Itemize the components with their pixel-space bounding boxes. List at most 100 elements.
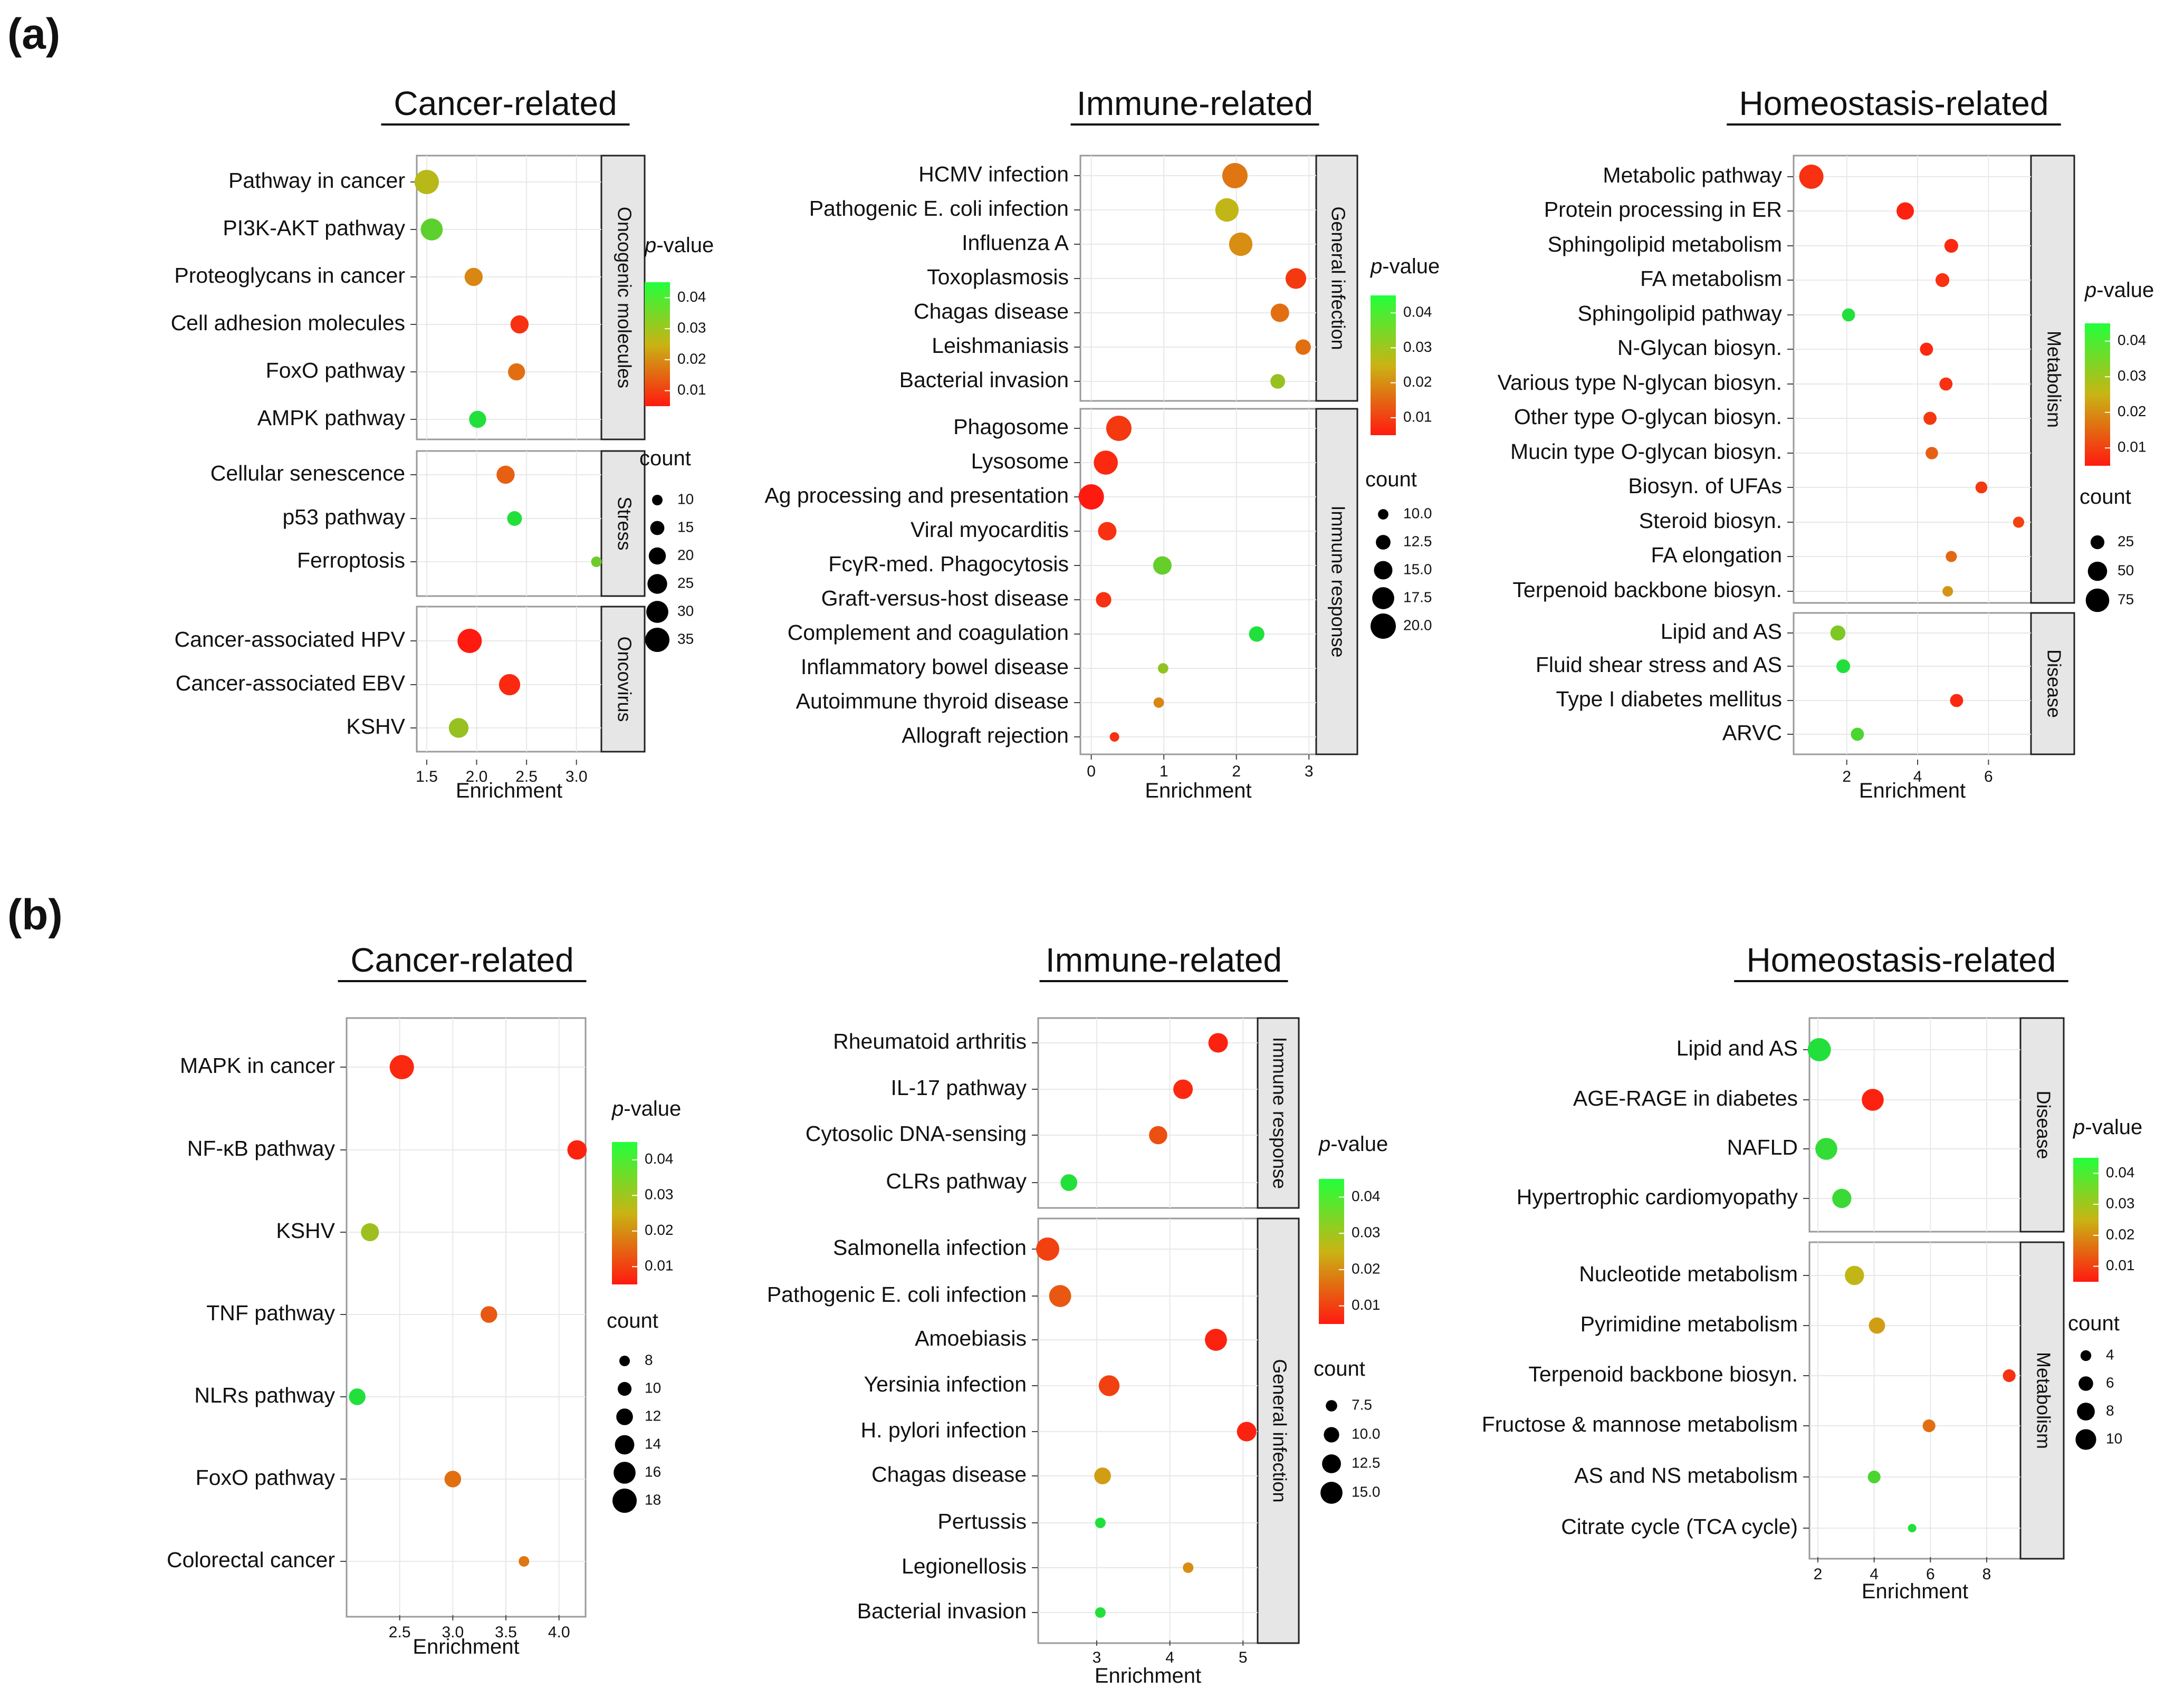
chart-title: Immune-related [1077, 84, 1313, 122]
category-label: H. pylori infection [861, 1418, 1027, 1442]
count-legend-dot [1326, 1400, 1337, 1412]
p-value-legend-title-rest: -value [2085, 1116, 2142, 1139]
category-label: AMPK pathway [257, 406, 406, 430]
chart-6-homeostasis-related: Homeostasis-related Disease Lipid and AS AG… [1482, 941, 2143, 1603]
colorbar-tick-label: 0.04 [1352, 1188, 1381, 1204]
point-mapk-in-cancer [389, 1055, 414, 1079]
point-phagosome [1106, 416, 1132, 441]
category-label: Nucleotide metabolism [1579, 1262, 1798, 1286]
facet-strip [2030, 155, 2075, 604]
point-inflammatory-bowel-disease [1157, 663, 1168, 674]
point-pathway-in-cancer [414, 170, 439, 194]
facet-oncovirus: Oncovirus Cancer-associated HPV Cancer-ass… [174, 606, 646, 753]
category-label: Autoimmune thyroid disease [796, 689, 1069, 713]
x-tick-label: 2.5 [515, 768, 538, 785]
category-label: Phagosome [953, 415, 1069, 439]
point-ampk-pathway [469, 410, 486, 428]
facet-strip-label: Immune response [1327, 505, 1349, 657]
facet-strip [600, 606, 646, 753]
count-legend-label: 18 [645, 1491, 661, 1508]
count-legend-dot [2077, 1403, 2095, 1421]
facet-panel [1793, 155, 2032, 604]
point-chagas-disease [1270, 303, 1289, 322]
category-label: Bacterial invasion [899, 368, 1069, 392]
point-influenza-a [1229, 232, 1253, 256]
count-legend-dot [2087, 561, 2107, 581]
chart-3-homeostasis-related: Homeostasis-related Metabolism Metabolic p… [1498, 84, 2154, 802]
count-legend-dot [614, 1462, 636, 1484]
point-salmonella-infection [1036, 1237, 1060, 1261]
p-value-legend-title-rest: -value [656, 234, 714, 257]
count-legend-dot [1320, 1482, 1343, 1504]
count-legend-title: count [2080, 485, 2131, 508]
category-label: Mucin type O-glycan biosyn. [1510, 439, 1782, 464]
point-bacterial-invasion [1270, 374, 1286, 389]
category-label: Amoebiasis [915, 1326, 1027, 1350]
x-tick-label: 8 [1982, 1566, 1991, 1583]
count-legend-dot [2085, 588, 2110, 612]
count-legend-title: count [1314, 1357, 1365, 1380]
point-cancer-associated-hpv [457, 629, 482, 653]
facet-panel [1037, 1217, 1259, 1644]
category-label: Complement and coagulation [788, 620, 1069, 645]
x-tick-label: 2.0 [466, 768, 488, 785]
count-legend-label: 10 [645, 1379, 661, 1396]
point-foxo-pathway [507, 363, 525, 381]
facet-stress: Stress Cellular senescence p53 pathway Ferr… [210, 450, 646, 597]
point-cancer-associated-ebv [499, 674, 521, 696]
facet-strip-label: Oncovirus [614, 636, 635, 722]
point-protein-processing-in-er [1896, 202, 1914, 220]
facet-strip-label: Disease [2033, 1090, 2054, 1159]
p-value-legend-title-rest: -value [1330, 1133, 1388, 1156]
point-nucleotide-metabolism [1845, 1265, 1864, 1285]
count-legend-label: 10 [677, 491, 694, 507]
count-legend-dot [648, 547, 666, 565]
p-value-legend-title-p: p [2084, 279, 2096, 302]
count-legend-dot [1376, 535, 1391, 550]
count-legend-label: 17.5 [1403, 589, 1432, 605]
colorbar-tick-label: 0.02 [2118, 403, 2147, 419]
category-label: N-Glycan biosyn. [1617, 335, 1782, 360]
count-legend-label: 25 [677, 574, 694, 591]
category-label: p53 pathway [282, 505, 405, 529]
category-label: AS and NS metabolism [1574, 1463, 1798, 1488]
category-label: Yersinia infection [864, 1372, 1027, 1396]
category-label: HCMV infection [918, 162, 1069, 186]
point-foxo-pathway [444, 1471, 462, 1488]
point-hypertrophic-cardiomyopathy [1832, 1188, 1852, 1208]
point-type-i-diabetes-mellitus [1950, 694, 1963, 707]
chart-1-cancer-related: Cancer-related Oncogenic molecules Pathway… [171, 84, 714, 802]
category-label: Fructose & mannose metabolism [1482, 1412, 1798, 1436]
p-value-legend-title-p: p [1318, 1133, 1330, 1156]
category-label: Ferroptosis [297, 548, 405, 572]
facet-immune-response: Immune response Rheumatoid arthritis IL-17… [806, 1017, 1300, 1209]
facet-panel [1793, 612, 2032, 755]
facet-disease: Disease Lipid and AS AGE-RAGE in diabetes N… [1517, 1017, 2065, 1233]
facet-strip [2030, 612, 2075, 755]
point-citrate-cycle-tca-cycle [1908, 1524, 1917, 1532]
category-label: PI3K-AKT pathway [223, 216, 405, 240]
point-kshv [361, 1223, 379, 1242]
category-label: Cancer-associated EBV [176, 671, 406, 695]
count-legend-label: 30 [677, 602, 694, 619]
facet-strip-label: Disease [2043, 649, 2065, 718]
category-label: Steroid biosyn. [1639, 508, 1782, 533]
count-legend-label: 15 [677, 519, 694, 535]
point-cell-adhesion-molecules [510, 315, 529, 334]
point-yersinia-infection [1098, 1375, 1120, 1396]
count-legend-title: count [639, 447, 691, 470]
count-legend-label: 8 [2106, 1402, 2114, 1418]
p-value-colorbar [645, 282, 670, 406]
count-legend-title: count [607, 1309, 658, 1332]
p-value-legend-title: p-value [2084, 279, 2154, 302]
colorbar-tick-label: 0.03 [1403, 339, 1432, 355]
colorbar-tick-label: 0.03 [677, 320, 706, 336]
count-legend-dot [1372, 587, 1394, 609]
p-value-legend-title: p-value [2073, 1116, 2142, 1139]
facet-panel [346, 1017, 587, 1618]
point-complement-and-coagulation [1249, 626, 1264, 642]
point-nf-b-pathway [567, 1140, 587, 1160]
x-tick-label: 2 [1842, 768, 1851, 785]
p-value-legend-title: p-value [644, 234, 714, 257]
x-axis-label: Enrichment [456, 779, 562, 802]
